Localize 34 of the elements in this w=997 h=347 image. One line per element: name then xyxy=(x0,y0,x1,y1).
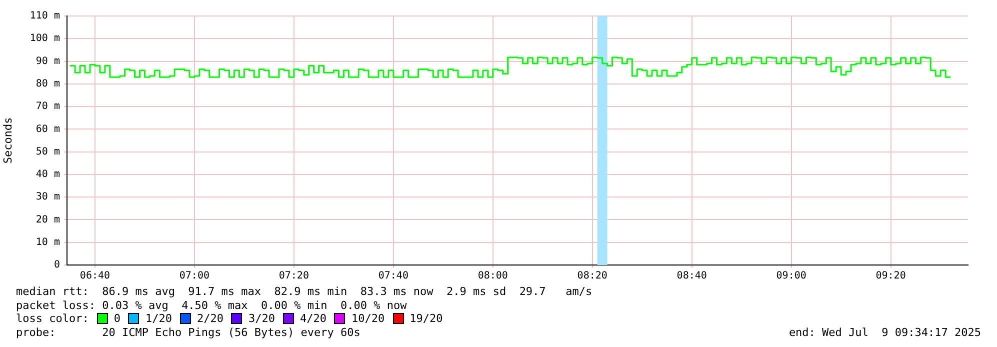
y-tick-label: 90 m xyxy=(36,56,60,67)
x-tick-label: 08:00 xyxy=(478,270,508,282)
y-tick-label: 70 m xyxy=(36,101,60,112)
legend-label: 4/20 xyxy=(300,312,326,325)
legend-title: loss color: xyxy=(16,312,89,325)
x-tick-label: 07:40 xyxy=(378,270,408,282)
x-tick-label: 06:40 xyxy=(80,270,110,282)
x-tick-label: 09:20 xyxy=(876,270,906,282)
y-tick-label: 80 m xyxy=(36,78,60,90)
legend-label: 10/20 xyxy=(351,312,385,325)
text: end: Wed Jul 9 09:34:17 2025 xyxy=(788,326,981,339)
legend-label: 2/20 xyxy=(196,312,224,325)
y-tick-label: 0 xyxy=(54,260,60,271)
legend-label: 19/20 xyxy=(410,312,443,325)
x-tick-label: 07:00 xyxy=(179,270,210,282)
y-tick-label: 30 m xyxy=(36,192,60,203)
legend-label: 0 xyxy=(114,312,120,325)
y-axis-title: Seconds xyxy=(1,117,14,164)
x-tick-label: 08:40 xyxy=(676,270,707,282)
legend-label: 1/20 xyxy=(145,312,172,325)
y-tick-label: 110 m xyxy=(30,10,60,22)
y-tick-label: 40 m xyxy=(36,169,60,180)
x-tick-label: 08:20 xyxy=(577,270,608,282)
text: packet loss: 0.03 % avg 4.50 % max 0.00 % min 0.00 % now xyxy=(16,299,407,312)
y-tick-label: 20 m xyxy=(36,214,60,226)
y-tick-label: 10 m xyxy=(36,236,60,248)
y-tick-label: 50 m xyxy=(36,146,60,158)
y-tick-label: 100 m xyxy=(30,33,60,44)
text: probe: 20 ICMP Echo Pings (56 Bytes) every 60s xyxy=(16,326,360,339)
legend-label: 3/20 xyxy=(248,312,275,325)
text: median rtt: 86.9 ms avg 91.7 ms max 82.9 ms min 83.3 ms now 2.9 ms sd 29.7 am/s xyxy=(16,285,592,298)
y-tick-label: 60 m xyxy=(36,124,60,135)
x-tick-label: 07:20 xyxy=(278,270,309,282)
x-tick-label: 09:00 xyxy=(776,270,806,282)
